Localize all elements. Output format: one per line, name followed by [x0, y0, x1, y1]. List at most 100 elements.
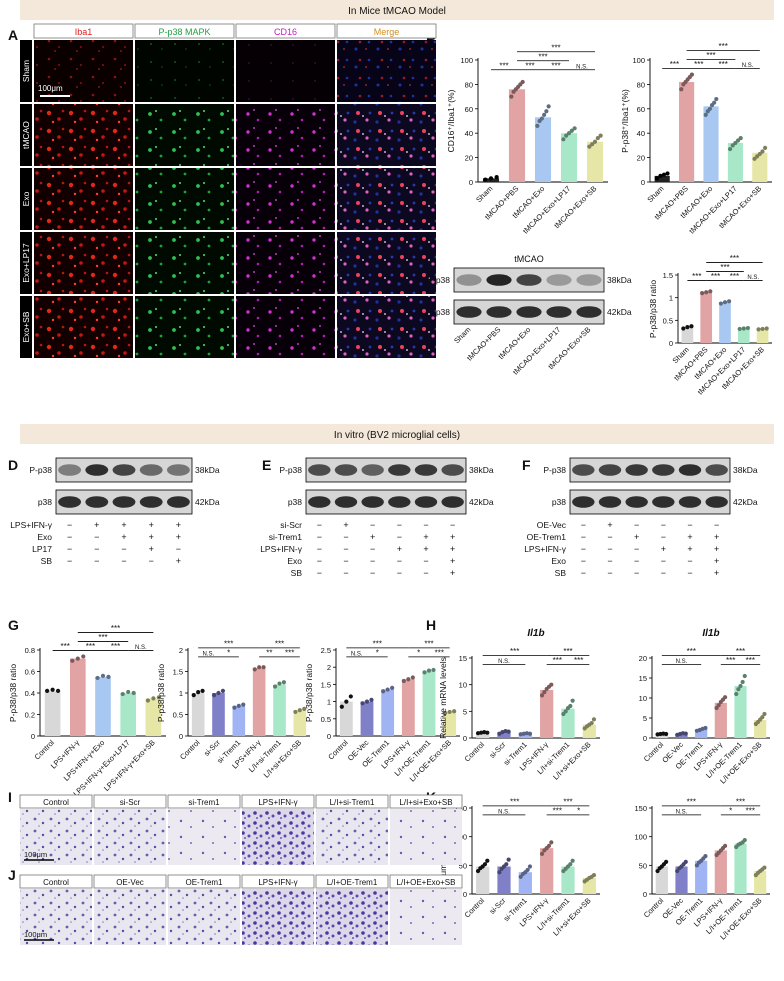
panel-letter-A: A [8, 27, 18, 43]
panel-letter-D: D [8, 457, 18, 473]
data-point [703, 725, 708, 731]
panel-letter-H: H [426, 617, 436, 633]
panel-I-micrograph [94, 809, 166, 865]
blot-sign: − [67, 544, 72, 554]
panel-letter-E: E [262, 457, 271, 473]
blot-sign: − [607, 556, 612, 566]
panel-A-row-tab [20, 104, 32, 166]
data-point [683, 731, 688, 736]
data-point [257, 665, 262, 670]
blot-band [486, 274, 512, 286]
panel-I-header-box [167, 794, 241, 809]
blot-sign: − [317, 520, 322, 530]
tick-label-y: 150 [454, 804, 467, 813]
blot-sign: − [423, 556, 428, 566]
data-point [506, 857, 511, 862]
blot-sign: − [94, 556, 99, 566]
bar [360, 701, 374, 736]
bar [714, 850, 727, 894]
data-point [542, 112, 547, 117]
blot-row-label: P-p38 [279, 465, 302, 475]
data-point [738, 135, 743, 141]
tick-label-y: 50 [639, 861, 647, 870]
data-point [539, 693, 545, 698]
blot-condition-label: SB [291, 568, 303, 578]
data-point [661, 172, 667, 177]
blot-kda-label: 38kDa [195, 465, 220, 475]
tick-label-x: L/I+si+Exo+SB [551, 896, 593, 938]
significance-label: *** [111, 642, 120, 651]
data-point [542, 690, 547, 695]
blot-condition-label: SB [41, 556, 53, 566]
panel-A-row-tab [20, 168, 32, 230]
bar [734, 686, 747, 738]
data-point [737, 326, 742, 332]
panel-I-header-box [241, 794, 315, 809]
panel-A-micrograph [337, 40, 436, 102]
blot-condition-label: SB [555, 568, 567, 578]
data-point [716, 703, 721, 708]
panel-A-row-tab [20, 296, 32, 358]
data-point [546, 843, 552, 848]
panel-J-label: OE-Trem1 [185, 878, 223, 887]
tick-label-x: Control [33, 738, 57, 762]
data-point [591, 717, 597, 722]
blot-sign: − [397, 520, 402, 530]
blot-sign: − [661, 556, 666, 566]
significance-label: *** [61, 642, 70, 651]
significance-label: *** [525, 61, 534, 70]
panel-J-micrograph [316, 889, 388, 945]
tick-label-x: L/I+si+Exo+SB [551, 740, 593, 782]
panel-J-header-box [19, 874, 93, 889]
blot-band [576, 274, 602, 286]
data-point [211, 693, 217, 698]
significance-label: *** [435, 648, 444, 657]
blot-sign: − [317, 556, 322, 566]
blot-band [388, 464, 411, 476]
data-point [518, 732, 523, 737]
panel-letter-G: G [8, 617, 19, 633]
significance-label: *** [510, 797, 519, 806]
blot-sign: − [121, 556, 126, 566]
data-point [539, 851, 545, 856]
data-point [497, 731, 502, 736]
bar [252, 668, 266, 736]
blot-sign: − [581, 544, 586, 554]
tick-label-y: 2.5 [321, 646, 331, 655]
significance-label: N.S. [676, 809, 688, 815]
panel-A-micrograph [34, 168, 133, 230]
blot-sign: + [661, 544, 666, 554]
blot-kda-label: 42kDa [469, 497, 494, 507]
data-point [568, 703, 573, 709]
blot-sign: − [687, 520, 692, 530]
significance-label: *** [275, 639, 284, 648]
bar [401, 679, 415, 736]
tick-label-y: 0.8 [25, 646, 35, 655]
data-point [563, 709, 568, 714]
bar [675, 734, 688, 738]
blot-condition-label: si-Scr [280, 520, 302, 530]
significance-label: *** [551, 43, 560, 52]
data-point [120, 691, 125, 697]
panel-I-label: si-Scr [120, 798, 141, 807]
tick-label-y: 1 [669, 294, 673, 303]
data-point [734, 691, 739, 697]
data-point [760, 149, 765, 154]
significance-label: *** [553, 656, 562, 665]
blot-row-label: P-p38 [427, 275, 450, 285]
panel-A-row-label: Sham [21, 60, 31, 82]
significance-label: *** [736, 797, 745, 806]
data-point [566, 131, 572, 136]
data-point [760, 715, 765, 720]
data-point [220, 688, 226, 693]
data-point [723, 843, 728, 848]
blot-condition-label: LPS+IFN-γ [260, 544, 303, 554]
bar [655, 866, 668, 894]
data-point [664, 731, 669, 737]
data-point [232, 705, 237, 710]
tick-label-y: 0.2 [25, 711, 35, 720]
panel-I-micrograph [390, 809, 462, 865]
banner-top [20, 0, 774, 20]
bar [120, 693, 137, 736]
data-point [756, 327, 761, 332]
